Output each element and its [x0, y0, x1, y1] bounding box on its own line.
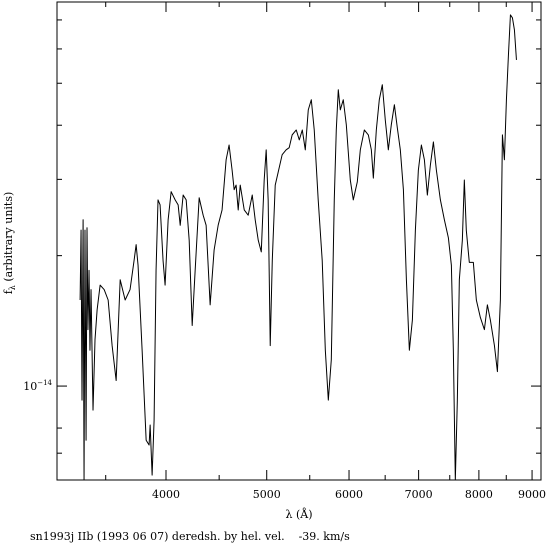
plot-frame	[56, 1, 542, 481]
x-tick-label: 7000	[405, 488, 433, 501]
x-tick-label: 4000	[152, 488, 180, 501]
spectrum-line	[79, 14, 517, 481]
x-axis-label: λ (Å)	[286, 507, 313, 521]
y-tick-exponent: −14	[37, 379, 52, 387]
x-tick-label: 6000	[335, 488, 363, 501]
x-tick-label: 5000	[253, 488, 281, 501]
y-axis-label: fλ (arbitrary units)	[2, 192, 17, 295]
y-tick-label: 10−14	[23, 379, 52, 393]
y-label-subscript: λ	[8, 285, 17, 290]
x-tick-label: 8000	[465, 488, 493, 501]
y-label-base: f	[2, 289, 15, 294]
x-tick-label: 9000	[518, 488, 546, 501]
caption: sn1993j IIb (1993 06 07) deredsh. by hel…	[30, 530, 350, 543]
y-label-rest: (arbitrary units)	[2, 192, 15, 285]
y-tick-base: 10	[23, 380, 37, 393]
